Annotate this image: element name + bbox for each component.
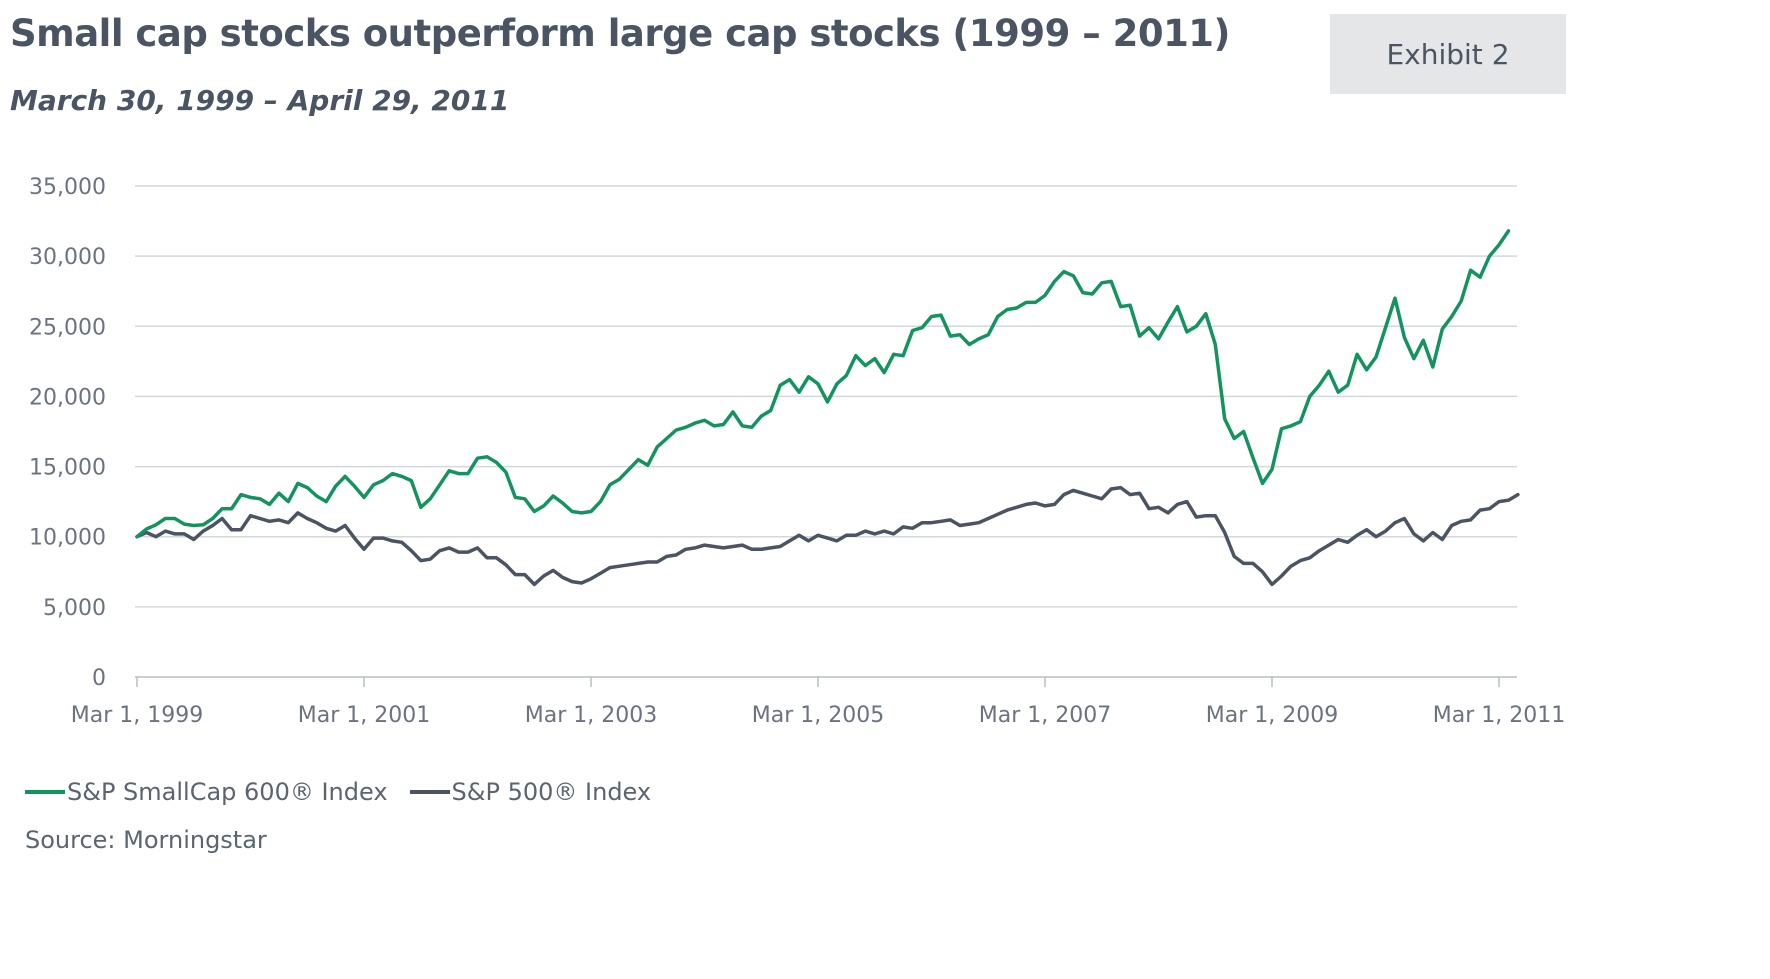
series-lines — [135, 229, 1520, 587]
y-tick-label: 15,000 — [29, 456, 106, 481]
legend-swatch-smallcap — [25, 790, 65, 794]
series-line-smallcap — [135, 229, 1511, 539]
chart-title: Small cap stocks outperform large cap st… — [10, 12, 1230, 55]
chart-subtitle: March 30, 1999 – April 29, 2011 — [10, 84, 510, 117]
y-tick-label: 10,000 — [29, 526, 106, 551]
y-axis: 0 5,000 10,000 15,000 20,000 25,000 30,000 35,0… — [29, 175, 106, 691]
x-tick-label: Mar 1, 2005 — [752, 703, 884, 728]
x-axis: Mar 1, 1999 Mar 1, 2001 Mar 1, 2003 Mar 1, … — [71, 676, 1565, 728]
legend-item-sp500: S&P 500® Index — [409, 778, 652, 806]
y-tick-label: 5,000 — [43, 596, 106, 621]
legend-label-smallcap: S&P SmallCap 600® Index — [67, 778, 388, 806]
x-tick-label: Mar 1, 1999 — [71, 703, 203, 728]
y-tick-label: 0 — [92, 666, 106, 691]
x-tick-label: Mar 1, 2007 — [979, 703, 1111, 728]
x-tick-label: Mar 1, 2001 — [298, 703, 430, 728]
legend-swatch-sp500 — [409, 790, 450, 794]
x-tick-label: Mar 1, 2011 — [1433, 703, 1565, 728]
x-tick-label: Mar 1, 2003 — [525, 703, 657, 728]
exhibit-label: Exhibit 2 — [1386, 37, 1510, 71]
x-tick-label: Mar 1, 2009 — [1206, 703, 1338, 728]
legend-label-sp500: S&P 500® Index — [451, 778, 652, 806]
y-tick-label: 20,000 — [29, 385, 106, 410]
source-note: Source: Morningstar — [25, 826, 267, 854]
legend-item-smallcap: S&P SmallCap 600® Index — [25, 778, 388, 806]
series-line-sp500 — [135, 485, 1520, 587]
legend: S&P SmallCap 600® Index S&P 500® Index — [25, 778, 673, 806]
exhibit-badge: Exhibit 2 — [1330, 14, 1566, 94]
y-tick-label: 25,000 — [29, 315, 106, 340]
y-tick-label: 35,000 — [29, 175, 106, 200]
y-tick-label: 30,000 — [29, 245, 106, 270]
